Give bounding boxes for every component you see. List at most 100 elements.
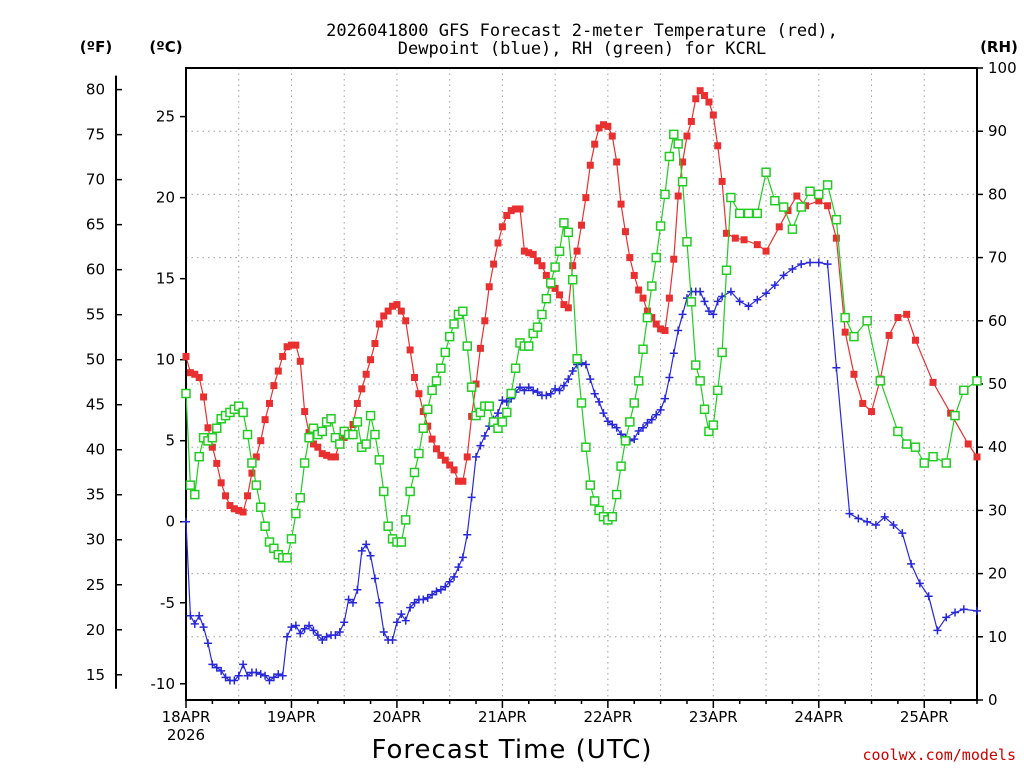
dewpoint-point xyxy=(806,258,815,267)
dewpoint-point xyxy=(788,264,797,273)
temperature-point xyxy=(226,502,234,510)
temperature-point xyxy=(244,492,252,500)
rh-tick-label: 90 xyxy=(988,122,1007,140)
temperature-point xyxy=(459,477,467,485)
dewpoint-point xyxy=(744,302,753,311)
dewpoint-point xyxy=(410,598,419,607)
temperature-point xyxy=(538,262,546,270)
x-tick-sublabel: 2026 xyxy=(167,726,205,744)
x-tick-label: 23APR xyxy=(689,708,738,726)
dewpoint-point xyxy=(340,618,349,627)
rh-tick-label: 0 xyxy=(988,691,998,709)
rh-point xyxy=(910,442,921,452)
dewpoint-point xyxy=(256,670,265,679)
temperature-point xyxy=(481,317,489,325)
temperature-point xyxy=(973,453,981,461)
dewpoint-point xyxy=(669,349,678,358)
rh-point xyxy=(497,417,508,427)
temperature-point xyxy=(793,192,801,200)
rh-point xyxy=(647,281,657,291)
rh-point xyxy=(361,439,371,449)
dewpoint-point xyxy=(889,520,898,529)
dewpoint-point xyxy=(498,396,507,405)
dewpoint-point xyxy=(647,415,656,424)
temperature-point xyxy=(371,339,379,347)
dewpoint-point xyxy=(546,389,555,398)
temperature-point xyxy=(235,506,243,514)
dewpoint-point xyxy=(344,595,353,604)
fahrenheit-tick-label: 65 xyxy=(86,216,105,234)
rh-point xyxy=(317,426,327,437)
fahrenheit-tick-label: 60 xyxy=(86,261,105,279)
dewpoint-point xyxy=(924,592,933,601)
temperature-point xyxy=(257,437,265,445)
rh-point xyxy=(770,195,780,206)
x-tick-label: 20APR xyxy=(373,708,422,726)
dewpoint-point xyxy=(366,551,375,560)
dewpoint-point xyxy=(454,563,463,572)
rh-point xyxy=(695,376,705,386)
rh-point xyxy=(607,511,618,522)
temperature-point xyxy=(560,301,568,309)
temperature-point xyxy=(485,283,493,291)
rh-point xyxy=(655,221,666,231)
rh-point xyxy=(181,388,191,399)
temperature-point xyxy=(428,435,436,443)
dewpoint-point xyxy=(203,639,212,648)
dewpoint-point xyxy=(814,258,823,267)
rh-point xyxy=(814,189,824,200)
dewpoint-point xyxy=(845,509,854,518)
dewpoint-point xyxy=(942,613,951,622)
temperature-point xyxy=(683,132,691,140)
temperature-point xyxy=(323,451,331,459)
rh-point xyxy=(699,404,710,415)
rh-point xyxy=(611,489,622,500)
temperature-point xyxy=(415,390,423,398)
rh-tick-label: 80 xyxy=(988,185,1007,203)
rh-tick-label: 60 xyxy=(988,312,1007,330)
rh-point xyxy=(506,388,516,399)
rh-point xyxy=(638,344,648,354)
rh-point xyxy=(941,458,951,468)
temperature-point xyxy=(265,399,273,407)
dewpoint-point xyxy=(951,608,960,617)
rh-point xyxy=(238,407,248,418)
rh-point xyxy=(721,265,732,275)
temperature-point xyxy=(591,140,599,148)
dewpoint-point xyxy=(375,598,384,607)
temperature-point xyxy=(432,445,440,453)
dewpoint-point xyxy=(370,574,379,583)
rh-point xyxy=(400,515,411,525)
rh-point xyxy=(444,331,455,342)
temperature-point xyxy=(705,98,713,106)
dewpoint-point xyxy=(959,605,968,614)
dewpoint-point xyxy=(515,383,524,392)
rh-point xyxy=(629,398,639,408)
dewpoint-point xyxy=(221,673,230,682)
temperature-point xyxy=(643,307,651,315)
dewpoint-line xyxy=(185,261,978,682)
fahrenheit-tick-label: 75 xyxy=(86,126,105,144)
temperature-point xyxy=(441,456,449,464)
dewpoint-point xyxy=(599,409,608,418)
dewpoint-point xyxy=(230,676,239,685)
dewpoint-point xyxy=(779,271,788,280)
rh-point xyxy=(295,493,306,503)
rh-point xyxy=(620,436,631,446)
dewpoint-point xyxy=(450,572,459,581)
temperature-point xyxy=(402,317,410,325)
rh-point xyxy=(484,401,494,411)
fahrenheit-tick-label: 40 xyxy=(86,441,105,459)
temperature-point xyxy=(604,122,612,130)
temperature-point xyxy=(556,291,564,299)
temperature-point xyxy=(389,302,397,310)
dewpoint-point xyxy=(261,671,270,680)
dewpoint-point xyxy=(823,260,832,269)
temperature-point xyxy=(815,197,823,205)
temperature-point xyxy=(208,443,216,451)
rh-point xyxy=(286,534,297,544)
temperature-point xyxy=(630,271,638,279)
dewpoint-point xyxy=(291,621,300,630)
temperature-point xyxy=(731,234,739,242)
chart-title-line-1: 2026041800 GFS Forecast 2-meter Temperat… xyxy=(326,21,838,41)
